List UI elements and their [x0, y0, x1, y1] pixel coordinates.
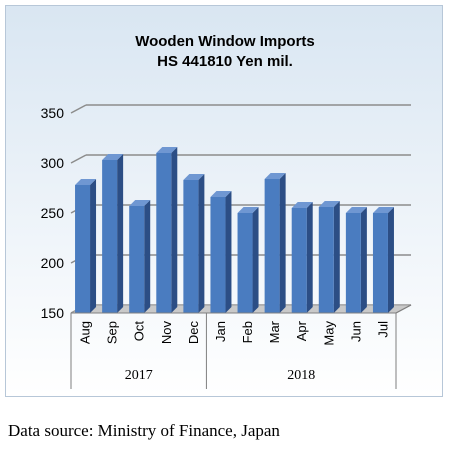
bar [264, 179, 280, 313]
bar [156, 153, 172, 313]
y-tick-label: 200 [41, 255, 65, 271]
x-tick-label: Sep [105, 321, 120, 344]
bar-top [102, 154, 124, 160]
x-tick-label: Aug [78, 321, 93, 344]
bar-side [117, 154, 124, 313]
bar [291, 208, 307, 313]
bar-top [291, 202, 313, 208]
y-tick-label: 350 [41, 105, 65, 121]
group-label: 2017 [125, 368, 153, 383]
y-tick-label: 300 [41, 155, 65, 171]
gridline-depth [70, 154, 87, 164]
bar-top [129, 200, 151, 206]
bar-top [318, 201, 340, 207]
bar-side [144, 200, 151, 313]
x-tick-label: May [321, 321, 336, 346]
bar [129, 206, 145, 313]
bar [345, 213, 361, 313]
bar-top [345, 207, 367, 213]
bar-top [210, 191, 232, 197]
chart-subtitle: HS 441810 Yen mil. [157, 53, 293, 70]
x-tick-label: Mar [267, 320, 282, 343]
bar [210, 197, 226, 313]
bar-side [198, 174, 205, 313]
data-source-caption: Data source: Ministry of Finance, Japan [8, 421, 280, 440]
bar-top [264, 173, 286, 179]
chart-title: Wooden Window Imports [135, 33, 315, 50]
x-tick-label: Jan [213, 321, 228, 342]
x-tick-label: Jul [375, 321, 390, 338]
x-axis-depth [395, 304, 412, 314]
bar-top [183, 174, 205, 180]
bar [102, 160, 118, 313]
y-tick-label: 250 [41, 205, 65, 221]
bar-side [279, 173, 286, 313]
bar-side [225, 191, 232, 313]
bar-side [333, 201, 340, 313]
bar-top [372, 207, 394, 213]
x-tick-label: Dec [186, 321, 201, 345]
bar-top [75, 179, 97, 185]
bar-side [171, 147, 178, 313]
bar-top [237, 207, 259, 213]
y-tick-label: 150 [41, 305, 65, 321]
bar-side [387, 207, 394, 313]
bar [372, 213, 388, 313]
bar [75, 185, 91, 313]
bar-side [90, 179, 97, 313]
bar-chart: 150 200 250 300 350 Aug Sep Oct Nov Dec Jan Feb Mar A… [41, 104, 412, 389]
gridline-depth [70, 104, 87, 114]
x-tick-label: Nov [159, 321, 174, 345]
bar [237, 213, 253, 313]
bar-side [306, 202, 313, 313]
x-tick-label: Jun [348, 321, 363, 342]
bar-top [156, 147, 178, 153]
x-tick-label: Apr [294, 320, 309, 341]
bar [183, 180, 199, 313]
chart-area: Wooden Window Imports HS 441810 Yen mil.… [5, 5, 443, 397]
x-tick-label: Oct [132, 321, 147, 342]
group-label: 2018 [287, 368, 315, 383]
bar-side [252, 207, 259, 313]
bar [318, 207, 334, 313]
bar-side [360, 207, 367, 313]
x-tick-label: Feb [240, 321, 255, 343]
